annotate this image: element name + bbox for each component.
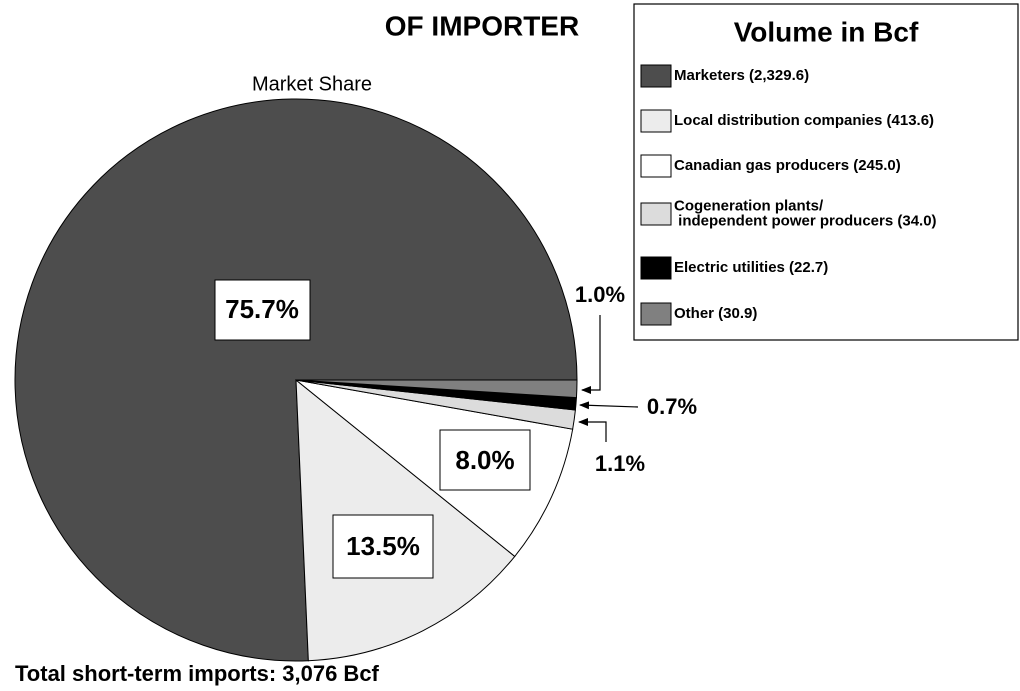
pie-slice — [295, 379, 574, 558]
value-label-box — [439, 429, 531, 491]
legend-swatch — [640, 109, 672, 133]
pie-slice — [14, 98, 578, 662]
label-arrow — [578, 418, 607, 442]
value-label-box — [214, 279, 311, 341]
legend-box — [633, 3, 1019, 341]
legend-label: Electric utilities (22.7) — [674, 259, 828, 276]
legend-swatch — [640, 256, 672, 280]
value-label-box — [332, 514, 434, 579]
legend-label: Marketers (2,329.6) — [674, 67, 809, 84]
pie-slice — [295, 379, 578, 399]
chart-footer: Total short-term imports: 3,076 Bcf — [15, 661, 380, 686]
chart-subtitle: Market Share — [252, 73, 372, 95]
legend-swatch — [640, 64, 672, 88]
value-label: 0.7% — [647, 394, 697, 419]
value-label: 1.0% — [575, 282, 625, 307]
legend-label: Other (30.9) — [674, 305, 757, 322]
label-arrow — [581, 315, 601, 394]
value-label: 75.7% — [225, 294, 299, 324]
legend-swatch — [640, 154, 672, 178]
legend-swatch — [640, 202, 672, 226]
legend-label: Local distribution companies (413.6) — [674, 112, 934, 129]
legend-title: Volume in Bcf — [734, 16, 919, 47]
value-label: 13.5% — [346, 531, 420, 561]
legend-label: Canadian gas producers (245.0) — [674, 157, 901, 174]
value-label: 1.1% — [595, 451, 645, 476]
chart-title: OF IMPORTER — [385, 10, 579, 41]
legend-swatch — [640, 302, 672, 326]
label-arrow — [579, 401, 639, 410]
value-label: 8.0% — [455, 445, 514, 475]
legend-label: Cogeneration plants/ independent power p… — [674, 197, 937, 229]
